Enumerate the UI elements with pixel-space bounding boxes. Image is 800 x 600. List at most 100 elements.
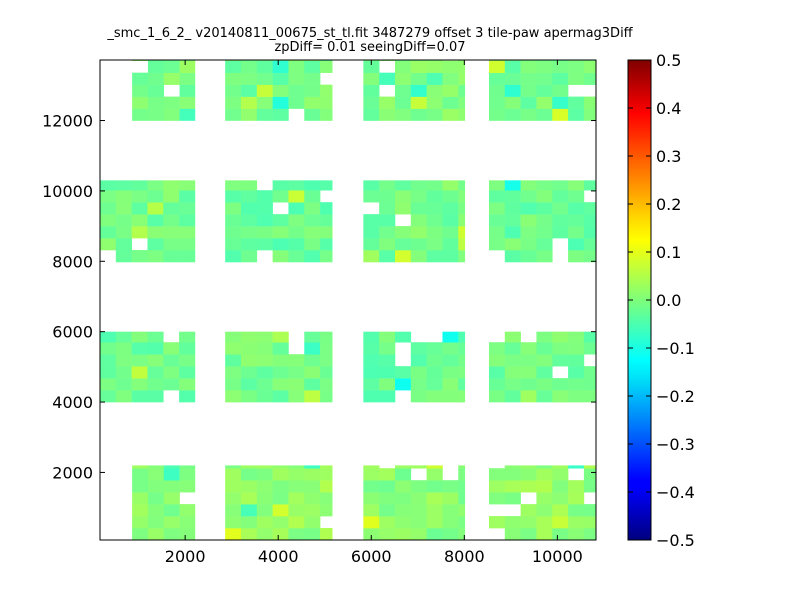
heatmap-cell bbox=[568, 378, 585, 391]
heatmap-cell bbox=[320, 378, 333, 391]
heatmap-cell bbox=[536, 480, 553, 493]
heatmap-cell bbox=[583, 331, 597, 343]
heatmap-cell bbox=[442, 331, 459, 343]
heatmap-cell bbox=[179, 108, 196, 121]
heatmap-cell bbox=[147, 516, 165, 529]
heatmap-cell bbox=[240, 390, 258, 403]
heatmap-cell bbox=[568, 238, 585, 251]
heatmap-cell bbox=[426, 202, 443, 215]
heatmap-cell bbox=[288, 202, 305, 215]
heatmap-cell bbox=[536, 202, 553, 215]
heatmap-cell bbox=[272, 96, 289, 109]
heatmap-cell bbox=[115, 226, 132, 239]
heatmap-cell bbox=[552, 390, 569, 403]
heatmap-cell bbox=[179, 516, 196, 529]
heatmap-cell bbox=[552, 202, 569, 215]
heatmap-cell bbox=[536, 468, 553, 481]
heatmap-cell bbox=[552, 504, 569, 517]
heatmap-cell bbox=[442, 180, 459, 191]
heatmap-cell bbox=[363, 108, 380, 121]
heatmap-cells bbox=[100, 60, 597, 541]
colorbar-tick-label: 0.4 bbox=[656, 99, 681, 118]
heatmap-cell bbox=[552, 226, 569, 239]
heatmap-cell bbox=[320, 180, 333, 191]
heatmap-cell bbox=[163, 528, 180, 541]
heatmap-cell bbox=[272, 378, 289, 391]
heatmap-cell bbox=[520, 378, 537, 391]
heatmap-cell bbox=[458, 366, 466, 379]
heatmap-cell bbox=[426, 366, 443, 379]
heatmap-cell bbox=[288, 72, 305, 85]
x-tick-label: 2000 bbox=[165, 547, 206, 566]
heatmap-cell bbox=[100, 331, 117, 343]
heatmap-cell bbox=[394, 84, 412, 97]
heatmap-cell bbox=[552, 190, 569, 203]
heatmap-cell bbox=[147, 492, 165, 505]
heatmap-cell bbox=[304, 180, 321, 191]
heatmap-cell bbox=[458, 342, 466, 355]
heatmap-cell bbox=[504, 342, 521, 355]
heatmap-cell bbox=[288, 465, 305, 469]
heatmap-cell bbox=[240, 214, 258, 227]
heatmap-cell bbox=[552, 180, 569, 191]
heatmap-cell bbox=[256, 480, 273, 493]
heatmap-cell bbox=[256, 492, 273, 505]
heatmap-cell bbox=[163, 96, 180, 109]
heatmap-cell bbox=[304, 465, 321, 469]
heatmap-cell bbox=[163, 492, 180, 505]
heatmap-cell bbox=[568, 202, 585, 215]
heatmap-cell bbox=[488, 238, 506, 251]
heatmap-cell bbox=[304, 331, 321, 343]
heatmap-cell bbox=[363, 504, 380, 517]
heatmap-cell bbox=[426, 190, 443, 203]
heatmap-cell bbox=[240, 378, 258, 391]
heatmap-cell bbox=[568, 180, 585, 191]
heatmap-cell bbox=[100, 366, 117, 379]
heatmap-cell bbox=[536, 238, 553, 251]
heatmap-cell bbox=[394, 238, 412, 251]
heatmap-cell bbox=[179, 180, 196, 191]
heatmap-cell bbox=[458, 190, 466, 203]
heatmap-cell bbox=[520, 480, 537, 493]
heatmap-cell bbox=[240, 468, 258, 481]
heatmap-cell bbox=[458, 226, 466, 239]
heatmap-cell bbox=[520, 250, 537, 263]
heatmap-cell bbox=[394, 480, 412, 493]
heatmap-cell bbox=[410, 84, 427, 97]
heatmap-cell bbox=[394, 96, 412, 109]
heatmap-cell bbox=[240, 108, 258, 121]
colorbar-tick-label: 0.1 bbox=[656, 243, 681, 262]
heatmap-cell bbox=[179, 528, 196, 541]
heatmap-cell bbox=[394, 250, 412, 263]
heatmap-cell bbox=[520, 180, 537, 191]
heatmap-cell bbox=[520, 238, 537, 251]
heatmap-cell bbox=[256, 528, 273, 541]
heatmap-cell bbox=[568, 528, 585, 541]
heatmap-cell bbox=[552, 331, 569, 343]
heatmap-cell bbox=[272, 108, 289, 121]
heatmap-cell bbox=[520, 96, 537, 109]
heatmap-cell bbox=[552, 468, 569, 481]
heatmap-cell bbox=[568, 366, 585, 379]
heatmap-cell bbox=[520, 214, 537, 227]
heatmap-cell bbox=[458, 202, 466, 215]
heatmap-cell bbox=[272, 390, 289, 403]
heatmap-cell bbox=[379, 180, 396, 191]
heatmap-cell bbox=[583, 378, 597, 391]
heatmap-cell bbox=[272, 238, 289, 251]
heatmap-cell bbox=[536, 331, 553, 343]
heatmap-cell bbox=[504, 465, 521, 469]
heatmap-cell bbox=[272, 190, 289, 203]
heatmap-cell bbox=[304, 378, 321, 391]
heatmap-cell bbox=[320, 468, 333, 481]
y-tick-label: 2000 bbox=[52, 463, 93, 482]
heatmap-cell bbox=[132, 516, 149, 529]
heatmap-cell bbox=[583, 96, 597, 109]
chart-subtitle: zpDiff= 0.01 seeingDiff=0.07 bbox=[274, 40, 466, 55]
heatmap-cell bbox=[552, 84, 569, 97]
heatmap-cell bbox=[240, 190, 258, 203]
heatmap-cell bbox=[583, 226, 597, 239]
heatmap-cell bbox=[458, 480, 466, 493]
heatmap-cell bbox=[568, 96, 585, 109]
heatmap-cell bbox=[272, 331, 289, 343]
